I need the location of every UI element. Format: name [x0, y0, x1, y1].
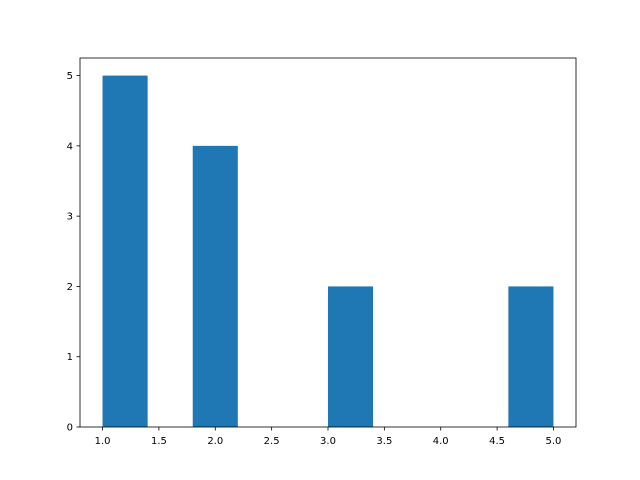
y-tick-label: 2 — [67, 282, 73, 293]
x-tick-label: 4.5 — [489, 436, 505, 447]
y-tick-label: 0 — [67, 423, 73, 434]
x-tick-label: 3.5 — [376, 436, 392, 447]
y-tick-label: 5 — [67, 71, 73, 82]
y-tick-label: 3 — [67, 212, 73, 223]
y-tick-label: 1 — [67, 352, 73, 363]
histogram-bar — [508, 286, 554, 427]
x-tick-label: 1.5 — [151, 436, 167, 447]
x-tick-label: 2.5 — [264, 436, 280, 447]
x-tick-label: 2.0 — [207, 436, 223, 447]
x-tick-label: 5.0 — [546, 436, 562, 447]
x-tick-label: 1.0 — [95, 436, 111, 447]
x-tick-label: 4.0 — [433, 436, 449, 447]
histogram-bar — [102, 75, 148, 428]
y-tick-label: 4 — [67, 141, 73, 152]
histogram-bar — [192, 145, 238, 427]
x-tick-label: 3.0 — [320, 436, 336, 447]
histogram-bar — [328, 286, 374, 427]
